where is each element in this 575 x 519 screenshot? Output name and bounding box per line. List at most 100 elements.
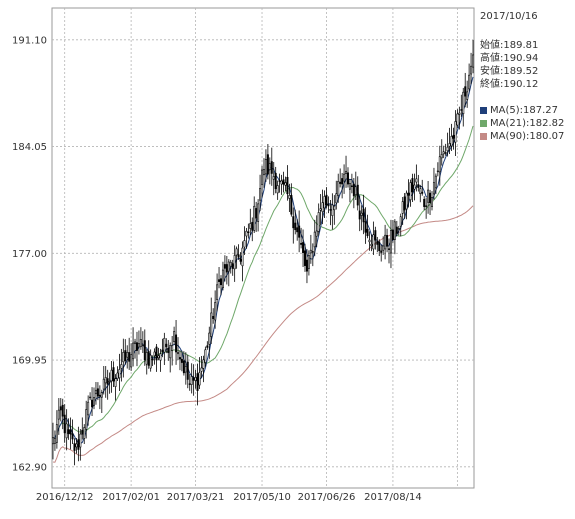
candlestick (171, 335, 174, 366)
candle-body (141, 344, 144, 347)
candlestick (347, 167, 349, 188)
candle-body (302, 242, 305, 253)
candle-body (307, 255, 310, 269)
candlestick (452, 127, 455, 150)
candlestick (323, 190, 326, 219)
candle-body (165, 343, 168, 347)
candle-body (143, 340, 146, 361)
candle-body (264, 159, 267, 175)
candlestick (319, 194, 322, 226)
candlestick (268, 157, 271, 185)
candlestick (241, 241, 244, 282)
candle-body (266, 154, 269, 175)
candlestick (231, 259, 234, 276)
candle-body (354, 186, 357, 196)
candle-body (431, 197, 433, 207)
candle-body (75, 443, 78, 448)
ma90-legend-item: MA(90):180.07 (480, 130, 575, 143)
candlestick (364, 207, 367, 244)
candle-body (262, 169, 265, 176)
candle-body (108, 380, 111, 383)
candlestick (57, 398, 60, 435)
candle-body (311, 251, 314, 253)
candlestick (468, 63, 471, 92)
x-tick-label: 2017/06/26 (298, 492, 356, 503)
candlestick (155, 343, 158, 372)
close-value: 終値:190.12 (480, 79, 539, 90)
candle-body (153, 351, 156, 357)
candlestick (161, 338, 164, 358)
candlestick (384, 224, 387, 260)
candle-body (212, 316, 215, 319)
candlestick (120, 348, 123, 382)
candlestick (196, 363, 199, 406)
candle-body (319, 208, 322, 211)
candlestick (73, 438, 76, 466)
candlestick (266, 144, 269, 180)
candle-body (192, 377, 195, 381)
candle-body (200, 367, 203, 372)
candlestick (327, 196, 330, 214)
candlestick (145, 348, 148, 375)
candle-body (395, 226, 398, 234)
candle-body (470, 65, 473, 75)
candle-body (282, 179, 285, 185)
candle-body (442, 151, 445, 155)
candle-body (415, 178, 418, 183)
candle-body (427, 189, 430, 203)
candle-body (341, 178, 344, 185)
candlestick (470, 52, 473, 85)
candle-body (243, 240, 246, 248)
candlestick (444, 143, 447, 156)
candle-body (235, 248, 238, 256)
candle-body (382, 245, 385, 251)
y-tick-label: 169.95 (12, 356, 47, 367)
candlestick (165, 338, 168, 354)
candlestick (188, 374, 191, 391)
candle-body (370, 243, 373, 246)
candlestick (128, 337, 131, 370)
candlestick (446, 132, 449, 157)
candlestick (262, 158, 265, 188)
candle-body (239, 258, 242, 262)
candlestick (151, 355, 154, 367)
ma5-swatch (480, 107, 487, 114)
candlestick (61, 398, 64, 430)
candlestick (378, 239, 381, 257)
candlestick (321, 189, 324, 225)
candle-body (171, 345, 174, 351)
candle-body (399, 216, 402, 227)
candle-body (304, 250, 306, 266)
candlestick (415, 164, 418, 192)
candle-body (196, 373, 199, 391)
candlestick (450, 123, 453, 152)
candle-body (438, 156, 441, 173)
candle-body (184, 366, 187, 373)
candlestick (141, 331, 144, 353)
candle-body (411, 178, 414, 193)
candle-body (225, 264, 228, 273)
candle-body (245, 230, 248, 237)
candlesticks (51, 40, 475, 466)
candlestick (65, 409, 68, 451)
candle-body (67, 429, 70, 434)
candlestick (294, 209, 297, 235)
candlestick (298, 210, 301, 253)
candle-body (220, 278, 222, 286)
candle-body (462, 91, 465, 115)
candlestick (206, 341, 209, 350)
candlestick (106, 369, 109, 400)
x-tick-label: 2017/03/21 (167, 492, 225, 503)
candle-body (102, 378, 105, 390)
candlestick (302, 229, 305, 267)
candle-body (98, 394, 101, 397)
candlestick (251, 217, 254, 242)
candle-body (388, 248, 390, 250)
candlestick (272, 162, 275, 196)
candle-body (325, 194, 328, 206)
candle-body (257, 203, 260, 222)
candle-body (374, 230, 377, 241)
candlestick (91, 387, 94, 416)
axis-labels: 191.10 184.05 177.00 169.95 162.90 2016/12/12… (12, 35, 422, 503)
candlestick (296, 219, 299, 241)
